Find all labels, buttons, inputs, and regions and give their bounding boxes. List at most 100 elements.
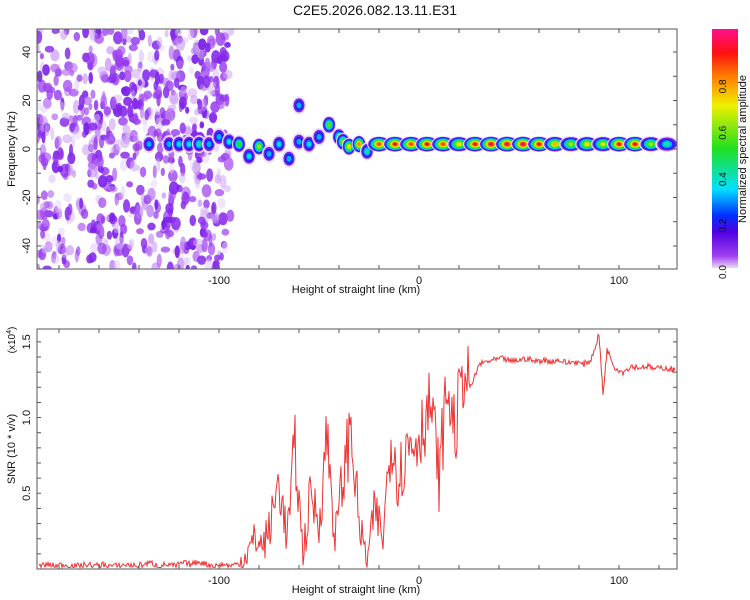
noise-blob (68, 88, 79, 97)
colorbar-label: Normalized spectral amplitude (737, 75, 749, 223)
noise-blob (199, 121, 205, 129)
noise-blob (208, 76, 214, 83)
noise-blob (139, 105, 145, 119)
noise-blob (200, 220, 209, 230)
noise-blob (97, 66, 107, 75)
noise-blob (69, 122, 76, 133)
noise-blob (216, 100, 225, 110)
top-x-axis-label: Height of straight line (km) (292, 284, 420, 296)
noise-blob (46, 201, 54, 210)
noise-blob (56, 208, 63, 219)
noise-blob (112, 167, 118, 182)
spectral-blob (186, 141, 192, 147)
spectral-blob (408, 142, 414, 146)
y-tick-label: 0.5 (21, 486, 33, 501)
noise-blob (37, 99, 43, 112)
x-tick-label: 100 (610, 275, 628, 287)
noise-blob (207, 242, 216, 256)
noise-blob (96, 155, 104, 169)
noise-blob (146, 204, 154, 218)
noise-blob (214, 188, 225, 197)
noise-blob (154, 128, 162, 137)
noise-blob (165, 80, 174, 92)
noise-blob (173, 77, 180, 88)
noise-blob (42, 64, 50, 76)
noise-blob (42, 97, 52, 109)
noise-blob (185, 106, 190, 114)
noise-blob (180, 236, 187, 251)
x-tick-label: 100 (610, 575, 628, 587)
spectral-blob (206, 141, 212, 148)
noise-blob (220, 241, 228, 249)
noise-blob (133, 100, 142, 109)
noise-blob (37, 42, 40, 54)
noise-blob (185, 264, 190, 269)
noise-blob (142, 69, 151, 82)
spectral-blob (286, 155, 292, 162)
noise-blob (156, 253, 162, 268)
noise-blob (131, 262, 137, 269)
noise-blob (147, 187, 156, 201)
noise-blob (122, 199, 131, 213)
y-multiplier: (x104) (6, 327, 18, 354)
spectral-blob (347, 144, 351, 149)
noise-blob (132, 134, 140, 143)
spectral-blob (166, 141, 172, 148)
noise-blob (90, 89, 96, 99)
noise-blob (201, 184, 212, 198)
noise-blob (96, 222, 104, 232)
noise-blob (94, 34, 104, 44)
noise-blob (174, 245, 180, 259)
noise-blob (83, 122, 90, 136)
spectral-blob (226, 139, 232, 145)
spectral-blob (600, 142, 606, 147)
x-tick-label: 0 (416, 275, 422, 287)
noise-blob (130, 160, 138, 173)
noise-blob (152, 165, 157, 179)
noise-blob (109, 259, 116, 269)
noise-blob (107, 185, 118, 193)
noise-blob (206, 168, 214, 182)
noise-blob (154, 111, 161, 125)
noise-blob (196, 156, 203, 164)
noise-blob (63, 193, 72, 203)
noise-blob (67, 203, 73, 216)
noise-blob (208, 37, 216, 46)
noise-blob (152, 92, 159, 99)
noise-blob (126, 255, 134, 266)
noise-blob (50, 49, 60, 62)
noise-blob (119, 159, 128, 172)
spectral-blob (296, 138, 302, 145)
noise-blob (103, 106, 112, 116)
noise-blob (170, 29, 176, 42)
noise-blob (76, 74, 83, 82)
noise-blob (214, 174, 222, 184)
noise-blob (132, 152, 137, 160)
noise-blob (60, 101, 65, 113)
noise-blob (224, 185, 231, 193)
noise-blob (221, 241, 229, 254)
noise-blob (106, 230, 113, 240)
noise-blob (67, 164, 74, 176)
noise-blob (170, 216, 181, 231)
noise-blob (88, 103, 93, 111)
spectral-blob (237, 141, 241, 147)
noise-blob (61, 112, 70, 120)
noise-blob (168, 45, 175, 60)
noise-blob (118, 215, 126, 228)
noise-blob (118, 116, 128, 126)
noise-blob (160, 167, 165, 177)
colorbar-ticks: 0.0 0.2 0.4 0.6 0.8 (718, 79, 729, 279)
noise-blob (52, 153, 60, 163)
noise-blob (197, 173, 207, 180)
noise-blob (161, 219, 167, 230)
noise-blob (51, 29, 60, 35)
noise-blob (74, 78, 79, 92)
noise-blob (137, 79, 142, 86)
noise-blob (42, 218, 48, 228)
noise-blob (93, 113, 101, 122)
noise-blob (60, 29, 68, 40)
noise-blob (37, 263, 41, 269)
noise-blob (167, 169, 178, 182)
colorbar-tick-label: 0.2 (718, 218, 729, 232)
